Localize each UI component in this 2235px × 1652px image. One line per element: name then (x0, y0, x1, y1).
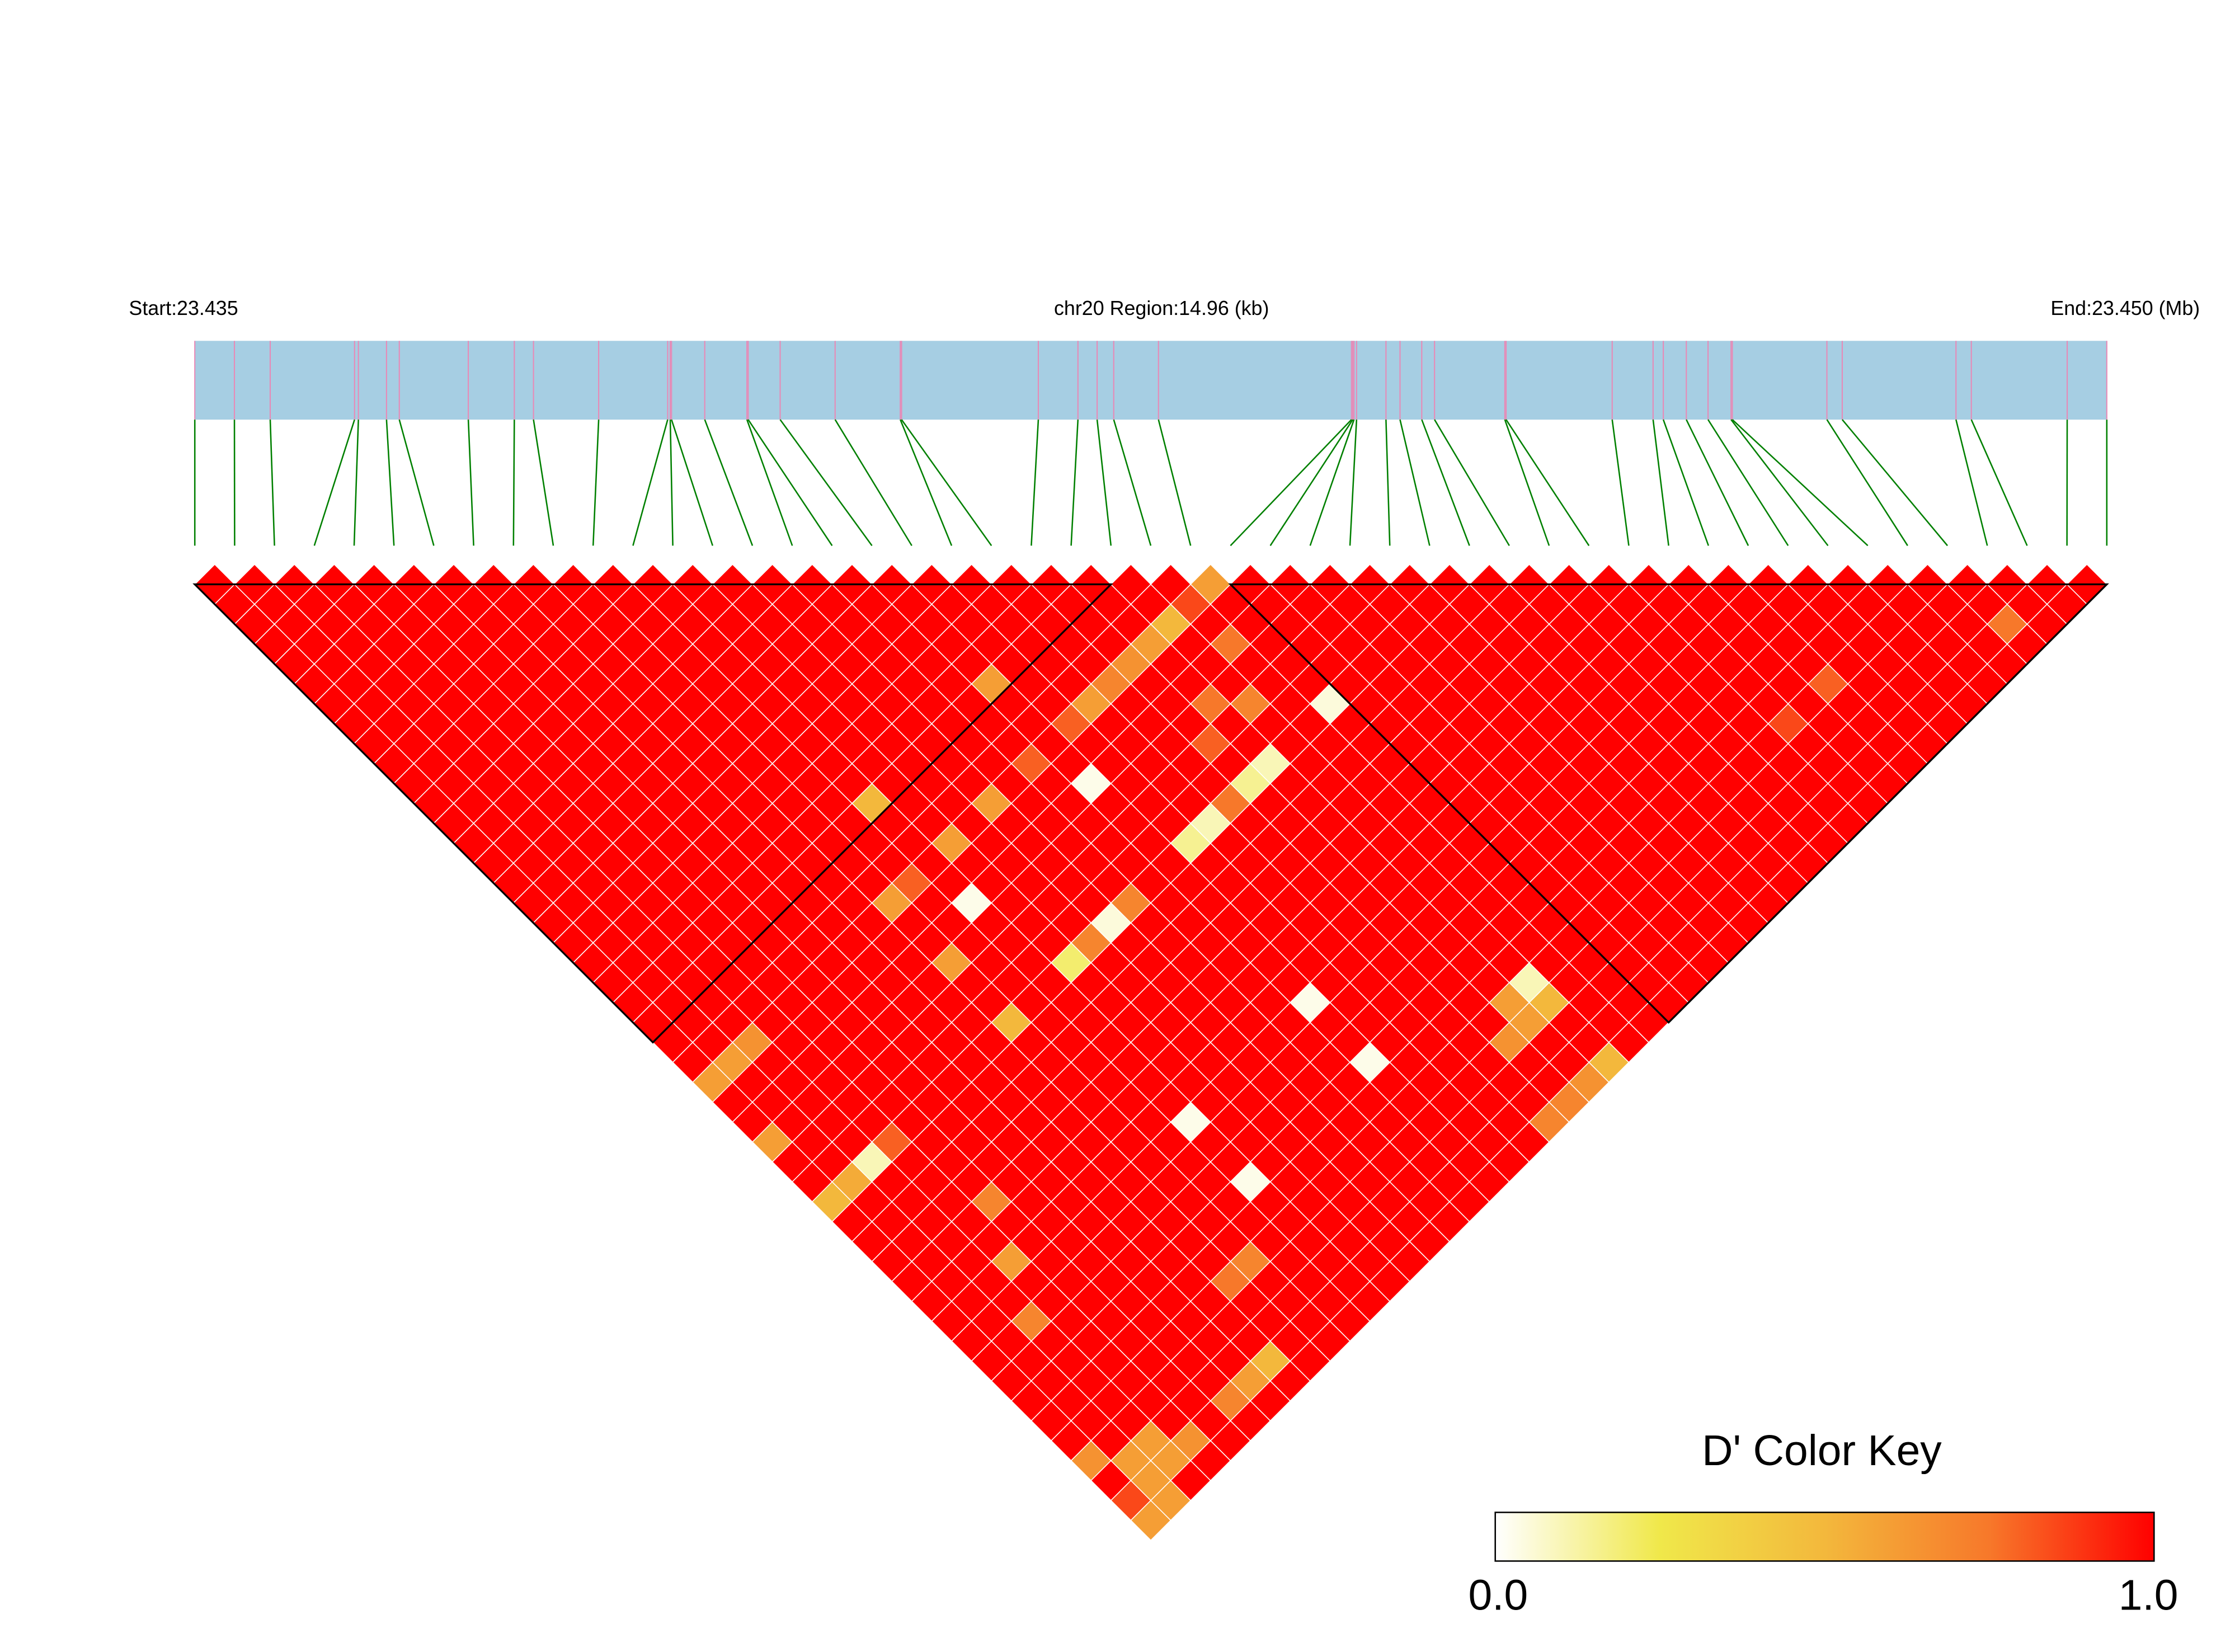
snp-connector (1955, 419, 1988, 546)
snp-connector (834, 419, 912, 547)
snp-connector (1731, 419, 1869, 547)
color-key-min-label: 0.0 (1468, 1571, 1528, 1619)
snp-connector (1504, 419, 1550, 546)
snp-connector (1269, 419, 1354, 547)
snp-connector (1158, 419, 1192, 546)
snp-connector (1707, 419, 1789, 547)
snp-connector (901, 419, 992, 547)
snp-connector (1421, 419, 1470, 546)
snp-connector (467, 420, 474, 546)
snp-connector (1031, 420, 1039, 546)
snp-connector (353, 420, 359, 546)
haplotype-blocks (192, 583, 2109, 1044)
color-key: D' Color Key 0.0 1.0 (1468, 1427, 2178, 1620)
color-key-max-label: 1.0 (2119, 1571, 2178, 1619)
snp-connector (779, 419, 873, 547)
snp-connector (1385, 420, 1391, 546)
snp-connector (313, 419, 355, 546)
snp-connector (1349, 420, 1358, 546)
ld-block-outline (1228, 583, 2109, 1024)
snp-connector (1230, 419, 1352, 547)
snp-connector (1611, 419, 1630, 546)
snp-connector (1686, 419, 1749, 546)
snp-connector (900, 419, 953, 546)
snp-connector (592, 420, 600, 546)
snp-connector (1070, 420, 1079, 546)
snp-connector (1652, 419, 1669, 546)
snp-connector (398, 419, 435, 546)
snp-connector (747, 419, 833, 547)
snp-connector (704, 419, 754, 546)
snp-connector (1841, 419, 1949, 547)
snp-connector (1434, 419, 1510, 547)
snp-connector (632, 419, 669, 546)
snp-connector (385, 420, 395, 546)
ld-block-outline (192, 583, 1113, 1044)
snp-connector (1970, 419, 2028, 546)
snp-connector (1730, 419, 1829, 547)
snp-connector (269, 420, 275, 546)
snp-connector (1096, 419, 1112, 546)
snp-connector (1399, 419, 1431, 546)
snp-connector (746, 419, 793, 546)
color-key-title: D' Color Key (1702, 1427, 1942, 1475)
end-label: End:23.450 (Mb) (2050, 297, 2200, 319)
snp-position-ticks (194, 341, 2107, 420)
snp-connector (533, 419, 554, 546)
region-label: chr20 Region:14.96 (kb) (1054, 297, 1269, 319)
snp-connector (671, 419, 714, 546)
color-key-bar (1494, 1512, 2155, 1562)
snp-connector-lines (194, 419, 2108, 547)
snp-connector (1662, 419, 1710, 546)
snp-connector (1309, 419, 1355, 546)
snp-connector (1826, 419, 1908, 547)
snp-connector (1505, 419, 1590, 547)
snp-connector (1113, 419, 1152, 546)
snp-connector (669, 420, 674, 546)
snp-connector (512, 420, 515, 546)
start-label: Start:23.435 (129, 297, 238, 319)
ld-cells (194, 563, 2107, 1541)
gene-region-bar (195, 341, 2107, 420)
